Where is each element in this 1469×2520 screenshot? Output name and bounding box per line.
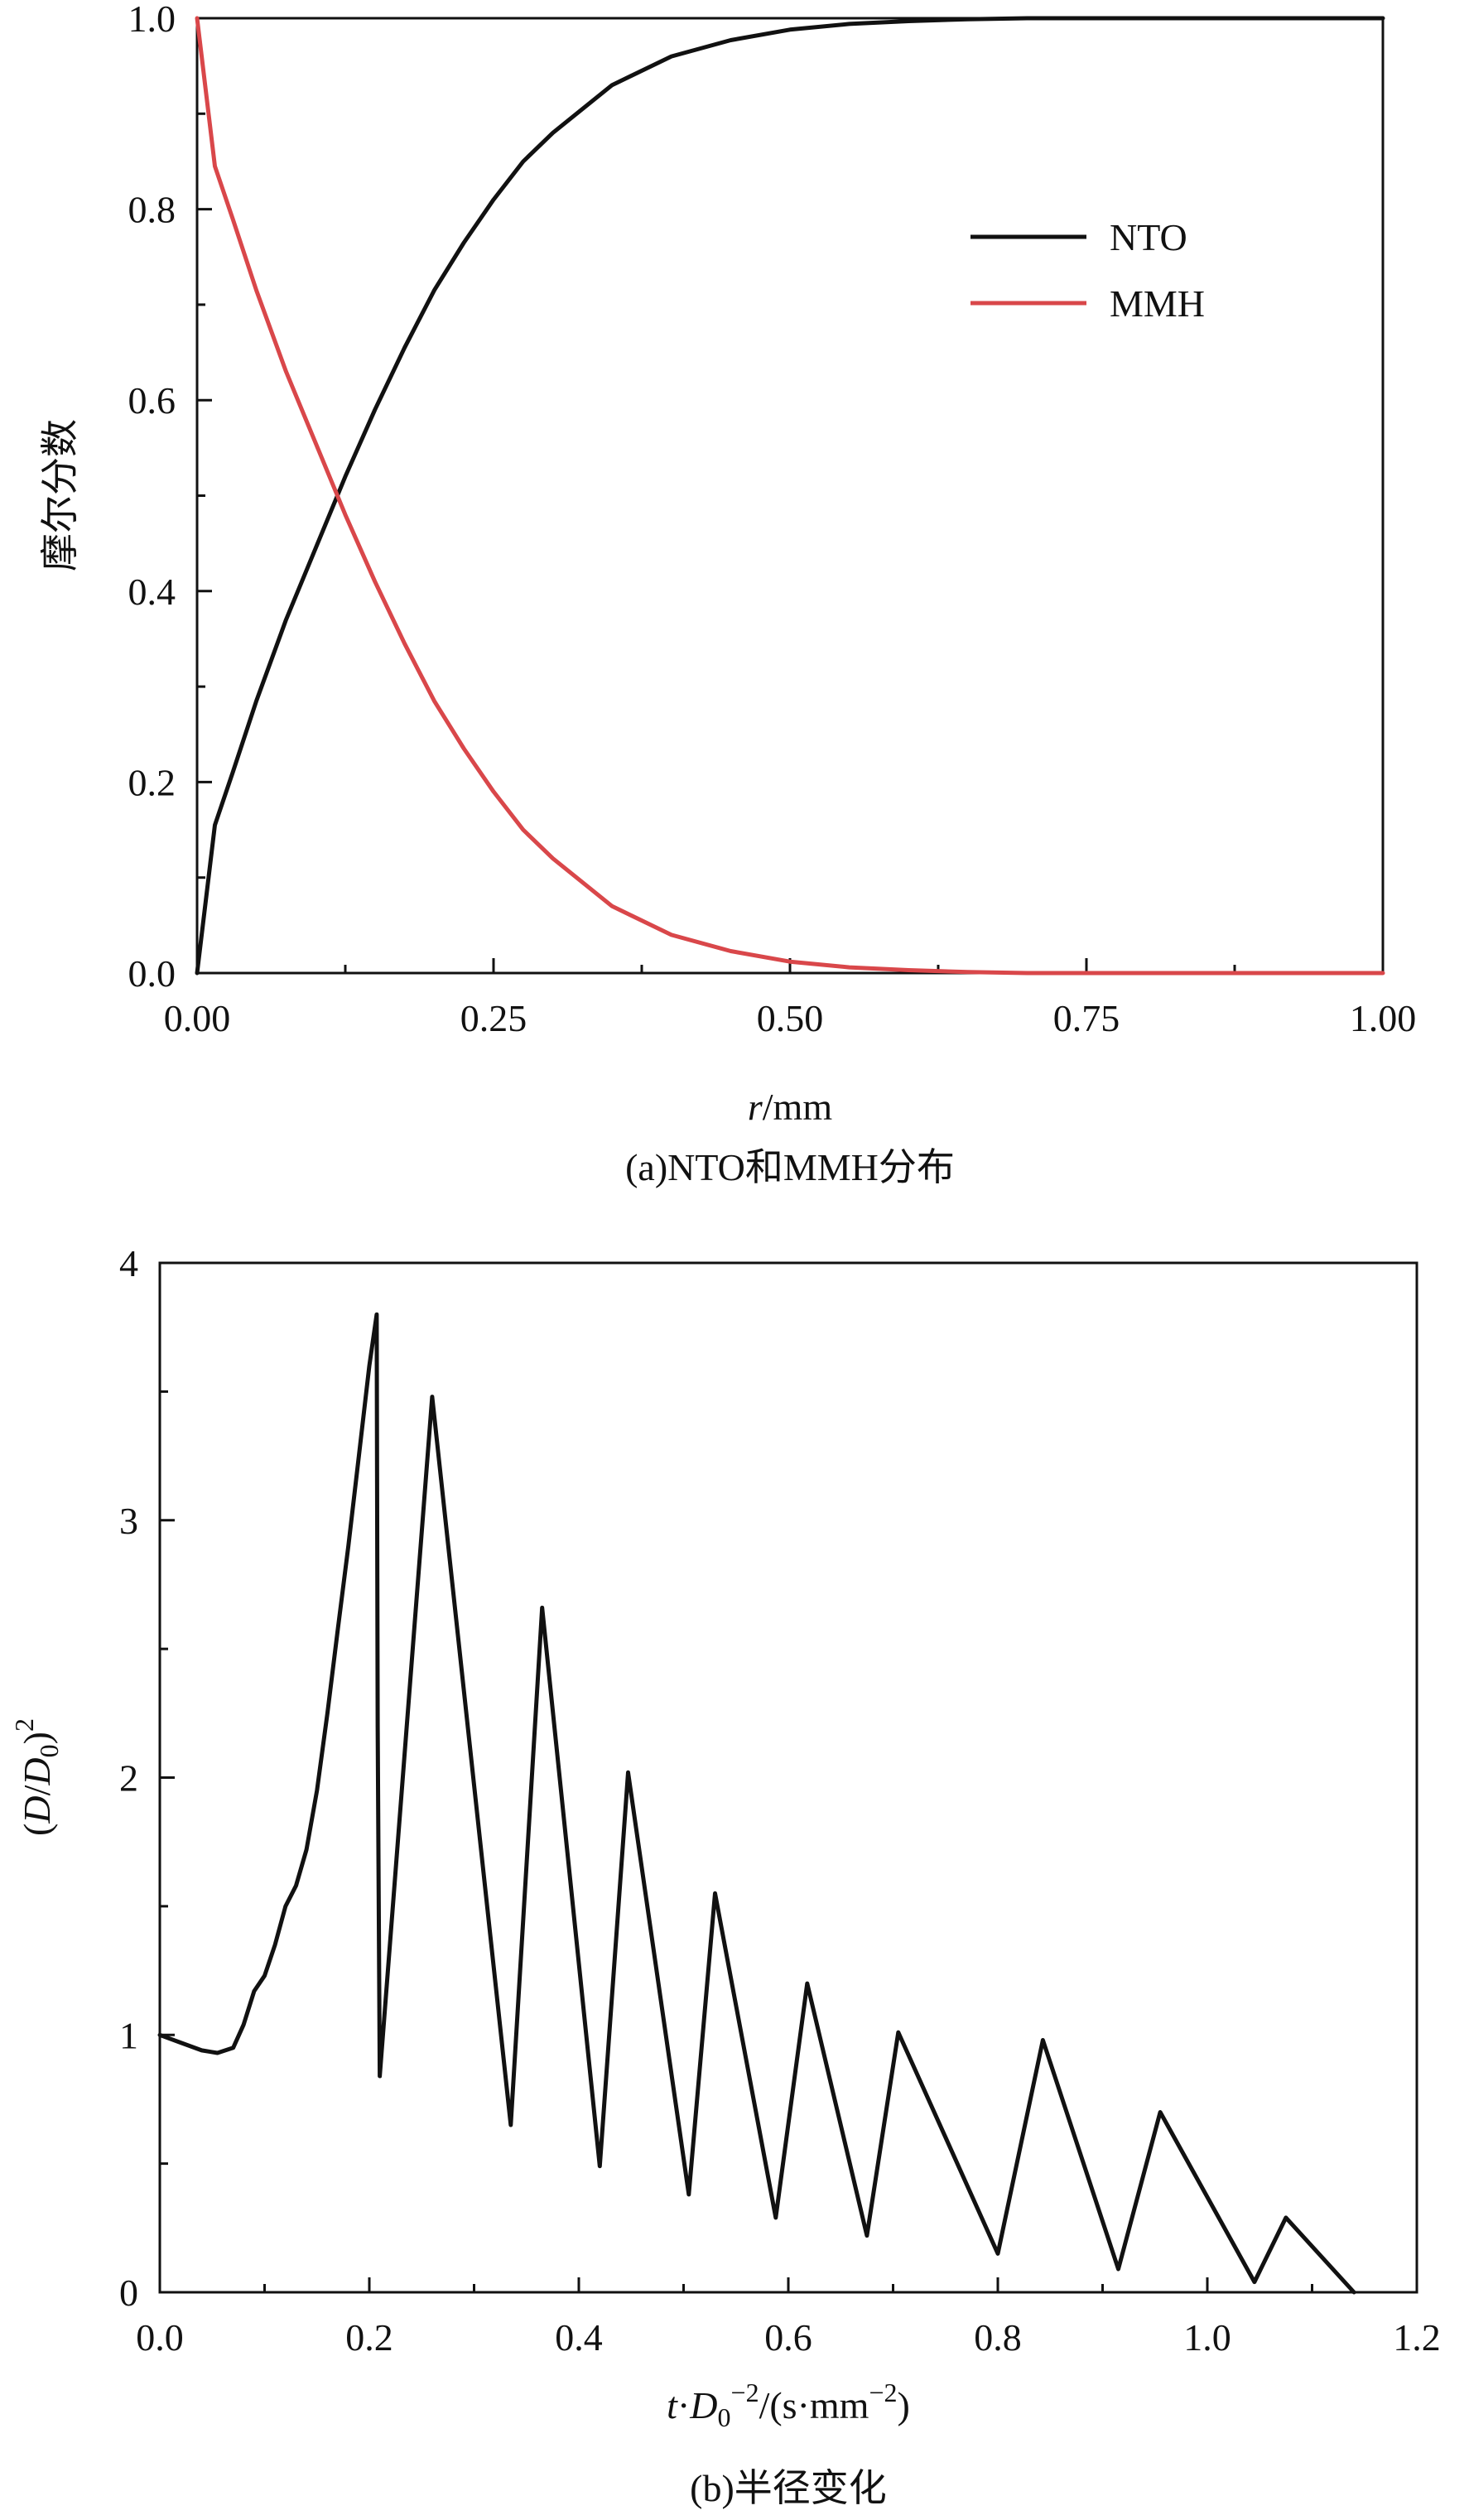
- y-tick-label: 0.2: [128, 761, 176, 803]
- x-tick-label: 0.2: [345, 2316, 393, 2359]
- x-tick-label: 0.75: [1053, 997, 1120, 1039]
- y-tick-label: 0.6: [128, 379, 176, 422]
- y-tick-label: 1: [119, 2014, 138, 2056]
- x-tick-label: 0.00: [164, 997, 231, 1039]
- x-tick-label: 1.0: [1183, 2316, 1231, 2359]
- x-tick-label: 1.00: [1350, 997, 1417, 1039]
- chart-b: 0.0 0.2 0.4 0.6 0.8 1.0 1.2 0 1 2 3 4 (D/D0)2 t·D0−…: [9, 1242, 1441, 2509]
- series-line-nto: [195, 16, 1385, 976]
- chart-a: 0.00 0.25 0.50 0.75 1.00 0.0 0.2 0.4 0.6 0.8 1.0 N…: [39, 0, 1416, 1188]
- legend-label-nto: NTO: [1110, 216, 1187, 258]
- x-tick-label: 0.0: [136, 2316, 184, 2359]
- y-tick-label: 1.0: [128, 0, 176, 40]
- y-tick-label: 0: [119, 2272, 138, 2314]
- y-tick-label: 0.8: [128, 189, 176, 231]
- y-tick-label: 4: [119, 1242, 138, 1284]
- x-tick-label: 0.25: [460, 997, 527, 1039]
- series-line-mmh: [195, 16, 1385, 976]
- chart-b-x-axis-label: t·D0−2/(s·mm−2): [667, 2378, 910, 2432]
- y-tick-label: 0.4: [128, 571, 176, 613]
- x-tick-label: 0.4: [555, 2316, 603, 2359]
- chart-a-y-axis-label: 摩尔分数: [39, 419, 81, 571]
- chart-a-x-axis-label: r/mm: [748, 1086, 832, 1128]
- x-tick-label: 0.6: [764, 2316, 812, 2359]
- chart-b-caption: (b)半径变化: [690, 2467, 887, 2509]
- y-tick-label: 3: [119, 1500, 138, 1542]
- chart-b-ticks: 0.0 0.2 0.4 0.6 0.8 1.0 1.2 0 1 2 3 4: [119, 1242, 1441, 2359]
- chart-a-caption: (a)NTO和MMH分布: [625, 1146, 955, 1188]
- chart-a-legend: NTO MMH: [971, 216, 1205, 325]
- y-tick-label: 2: [119, 1757, 138, 1800]
- legend-label-mmh: MMH: [1110, 282, 1205, 325]
- series-line-0: [157, 1312, 1356, 2295]
- chart-b-series: [157, 1312, 1356, 2295]
- x-tick-label: 0.50: [757, 997, 824, 1039]
- y-tick-label: 0.0: [128, 952, 176, 995]
- x-tick-label: 0.8: [974, 2316, 1022, 2359]
- chart-a-series: [195, 16, 1385, 976]
- chart-b-y-axis-label: (D/D0)2: [9, 1718, 64, 1836]
- x-tick-label: 1.2: [1393, 2316, 1441, 2359]
- chart-a-ticks: 0.00 0.25 0.50 0.75 1.00 0.0 0.2 0.4 0.6 0.8 1.0: [128, 0, 1417, 1039]
- chart-a-plot-frame: [195, 17, 1385, 975]
